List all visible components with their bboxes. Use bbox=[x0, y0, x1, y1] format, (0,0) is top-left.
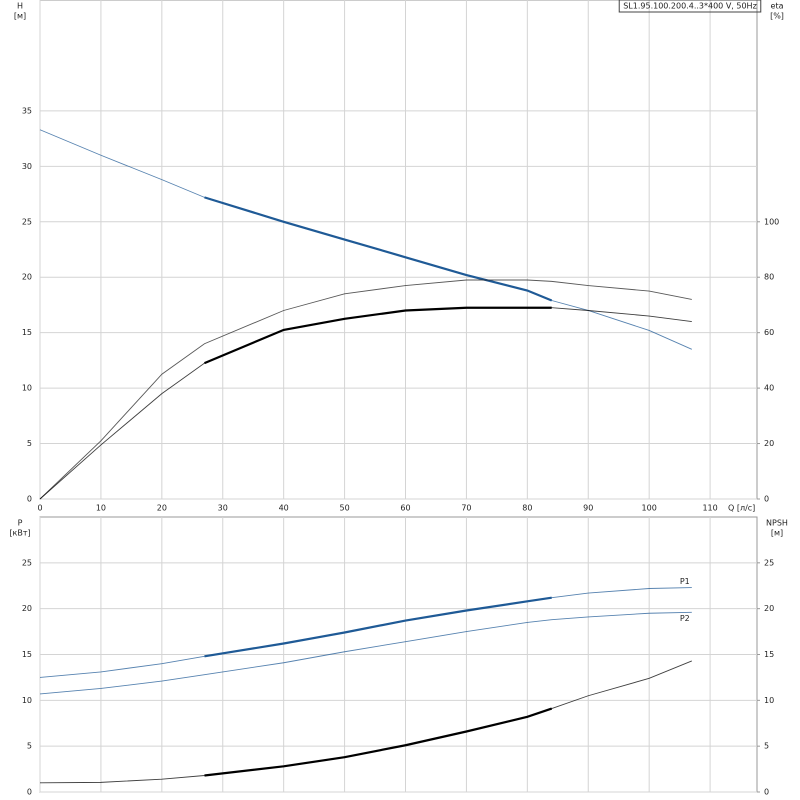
y2-axis-unit: [%] bbox=[770, 12, 784, 21]
x-tick-label: 20 bbox=[157, 504, 167, 513]
y2-axis-unit: [м] bbox=[771, 529, 783, 538]
curve bbox=[39, 660, 692, 784]
y2-tick-label: 60 bbox=[764, 328, 774, 337]
curve bbox=[39, 587, 692, 678]
x-tick-label: 50 bbox=[339, 504, 349, 513]
chart-title: SL1.95.100.200.4..3*400 V, 50Hz bbox=[623, 2, 757, 11]
y2-tick-label: 0 bbox=[764, 495, 769, 504]
x-tick-label: 90 bbox=[583, 504, 593, 513]
y-tick-label: 25 bbox=[22, 217, 32, 226]
y2-tick-label: 20 bbox=[764, 604, 774, 613]
y2-tick-label: 25 bbox=[764, 558, 774, 567]
duty-curve bbox=[204, 306, 552, 365]
y-tick-label: 35 bbox=[22, 106, 32, 115]
y2-tick-label: 10 bbox=[764, 696, 774, 705]
x-tick-label: 70 bbox=[461, 504, 471, 513]
y2-tick-label: 15 bbox=[764, 650, 774, 659]
x-axis-label: Q [л/с] bbox=[728, 504, 755, 513]
curve bbox=[39, 611, 692, 695]
series-label: P2 bbox=[680, 614, 690, 623]
duty-curve bbox=[204, 596, 552, 658]
series-label: P1 bbox=[680, 577, 690, 586]
y-tick-label: 25 bbox=[22, 558, 32, 567]
y2-tick-label: 20 bbox=[764, 439, 774, 448]
x-tick-label: 110 bbox=[702, 504, 717, 513]
y2-tick-label: 0 bbox=[764, 788, 769, 797]
y-axis-label: H bbox=[17, 2, 23, 11]
y-axis-unit: [м] bbox=[14, 12, 26, 21]
y-tick-label: 5 bbox=[27, 742, 32, 751]
y-tick-label: 10 bbox=[22, 696, 32, 705]
curve bbox=[39, 307, 692, 500]
y2-tick-label: 5 bbox=[764, 742, 769, 751]
x-tick-label: 60 bbox=[400, 504, 410, 513]
duty-curve bbox=[204, 196, 553, 302]
y-tick-label: 0 bbox=[27, 495, 32, 504]
y-axis-label: P bbox=[18, 519, 23, 528]
x-tick-label: 80 bbox=[522, 504, 532, 513]
y-tick-label: 30 bbox=[22, 162, 32, 171]
title-box bbox=[618, 0, 762, 13]
y-tick-label: 20 bbox=[22, 273, 32, 282]
x-tick-label: 40 bbox=[279, 504, 289, 513]
y-tick-label: 15 bbox=[22, 328, 32, 337]
y2-axis-label: NPSH bbox=[766, 519, 788, 528]
x-tick-label: 10 bbox=[96, 504, 106, 513]
y2-axis-label: eta bbox=[771, 2, 784, 11]
y-axis-unit: [кВт] bbox=[9, 529, 30, 538]
y-tick-label: 5 bbox=[27, 439, 32, 448]
x-tick-label: 30 bbox=[218, 504, 228, 513]
curve bbox=[39, 279, 692, 500]
x-tick-label: 0 bbox=[37, 504, 42, 513]
y-tick-label: 15 bbox=[22, 650, 32, 659]
y2-tick-label: 40 bbox=[764, 384, 774, 393]
x-tick-label: 100 bbox=[642, 504, 657, 513]
y-tick-label: 20 bbox=[22, 604, 32, 613]
y2-tick-label: 80 bbox=[764, 273, 774, 282]
y2-tick-label: 100 bbox=[764, 217, 779, 226]
y-tick-label: 10 bbox=[22, 384, 32, 393]
duty-curve bbox=[204, 707, 553, 777]
y-tick-label: 0 bbox=[27, 788, 32, 797]
